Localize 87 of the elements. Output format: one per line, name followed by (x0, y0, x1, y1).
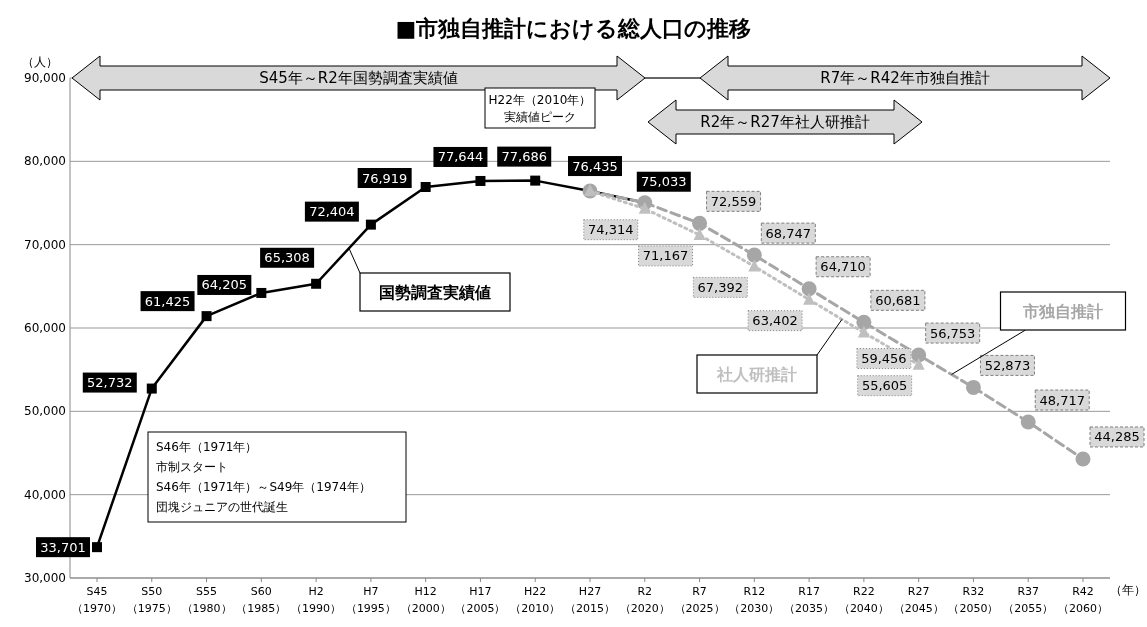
x-axis-title: （年） (1110, 583, 1146, 597)
x-tick-label: R7 （2025） (674, 584, 725, 615)
data-label: 67,392 (697, 279, 744, 295)
data-label: 52,732 (87, 375, 133, 391)
point (146, 383, 157, 394)
point (475, 175, 486, 186)
x-tick-label: R22 （2040） (838, 584, 889, 615)
y-tick-label: 50,000 (24, 404, 66, 419)
point (748, 259, 761, 272)
annotation: R2年～R27年社人研推計 (647, 99, 923, 145)
y-tick-label: 30,000 (24, 571, 66, 585)
x-tick-label: R37 （2055） (1003, 584, 1054, 615)
x-tick-label: S60 （1985） (236, 584, 287, 615)
data-label: 77,644 (437, 149, 484, 165)
point (856, 314, 872, 330)
x-tick-label: H12 （2000） (400, 584, 451, 615)
x-tick-label: S50 （1975） (126, 584, 177, 615)
point (638, 201, 651, 214)
point (1075, 451, 1091, 467)
data-label: 68,747 (765, 225, 812, 241)
point (530, 175, 541, 186)
data-label: 72,404 (309, 204, 355, 220)
data-label: 48,717 (1039, 392, 1085, 408)
x-tick-label: R12 （2030） (729, 584, 780, 615)
x-tick-label: H7 （1995） (345, 584, 396, 615)
data-label: 72,559 (710, 193, 757, 209)
data-label: 61,425 (144, 293, 191, 309)
y-tick-label: 40,000 (24, 487, 66, 502)
x-tick-label: R17 （2035） (784, 584, 835, 615)
annotation: H22年（2010年） (488, 92, 592, 107)
x-tick-label: S55 （1980） (181, 584, 232, 615)
annotation: R7年～R42年市独自推計 (820, 69, 990, 87)
data-label: 76,919 (361, 170, 408, 186)
x-tick-label: H2 （1990） (291, 584, 342, 615)
point (311, 278, 322, 289)
x-tick-label: R2 （2020） (619, 584, 670, 615)
annotation: R2年～R27年社人研推計 (700, 113, 870, 131)
point (693, 227, 706, 240)
y-axis-title: （人） (22, 55, 58, 69)
point (256, 287, 267, 298)
point (692, 215, 708, 231)
point (420, 182, 431, 193)
x-tick-label: H27 （2015） (565, 584, 615, 615)
data-label: 59,456 (861, 351, 907, 367)
point (201, 311, 212, 322)
point (803, 292, 816, 305)
x-tick-label: R27 （2045） (893, 584, 944, 615)
data-label: 71,167 (642, 248, 689, 264)
point (365, 219, 376, 230)
y-tick-label: 80,000 (24, 154, 66, 169)
data-label: 55,605 (861, 378, 908, 394)
x-tick-label: H17 （2005） (455, 584, 506, 615)
data-label: 64,710 (820, 259, 866, 275)
x-tick-label: S45 （1970） (72, 584, 122, 615)
annotation: S46年（1971年） (156, 440, 258, 454)
annotation: S46年（1971年）～S49年（1974年） (156, 480, 371, 494)
annotation: 市制スタート (156, 460, 228, 474)
data-label: 65,308 (264, 250, 310, 266)
data-label: 60,681 (875, 292, 921, 308)
data-label: 63,402 (752, 313, 798, 329)
y-tick-label: 70,000 (24, 237, 66, 252)
annotation: 実績値ピーク (504, 109, 576, 124)
annotation: 団塊ジュニアの世代誕生 (156, 500, 288, 514)
annotation: S45年～R2年国勢調査実績値 (259, 69, 458, 87)
data-label: 56,753 (929, 325, 976, 341)
data-label: 77,686 (501, 149, 547, 165)
chart-title: ■市独自推計における総人口の推移 (395, 15, 752, 41)
point (801, 281, 817, 297)
point (92, 542, 102, 553)
point (965, 379, 981, 395)
point (857, 325, 870, 338)
y-tick-label: 60,000 (24, 321, 66, 335)
annotation: R7年～R42年市独自推計 (699, 55, 1111, 101)
data-label: 75,033 (641, 174, 687, 190)
point (746, 247, 762, 263)
y-tick-label: 90,000 (24, 71, 66, 85)
point (1020, 414, 1036, 430)
x-tick-label: R32 （2050） (948, 584, 999, 615)
x-tick-label: R42 （2060） (1058, 584, 1108, 615)
data-label: 76,435 (572, 158, 618, 174)
data-label: 74,314 (588, 222, 634, 238)
data-label: 52,873 (984, 357, 1031, 373)
point (912, 357, 925, 370)
data-label: 64,205 (201, 277, 248, 293)
x-tick-label: H22 （2010） (510, 584, 561, 615)
data-label: 44,285 (1094, 429, 1140, 445)
data-label: 33,701 (40, 539, 86, 555)
